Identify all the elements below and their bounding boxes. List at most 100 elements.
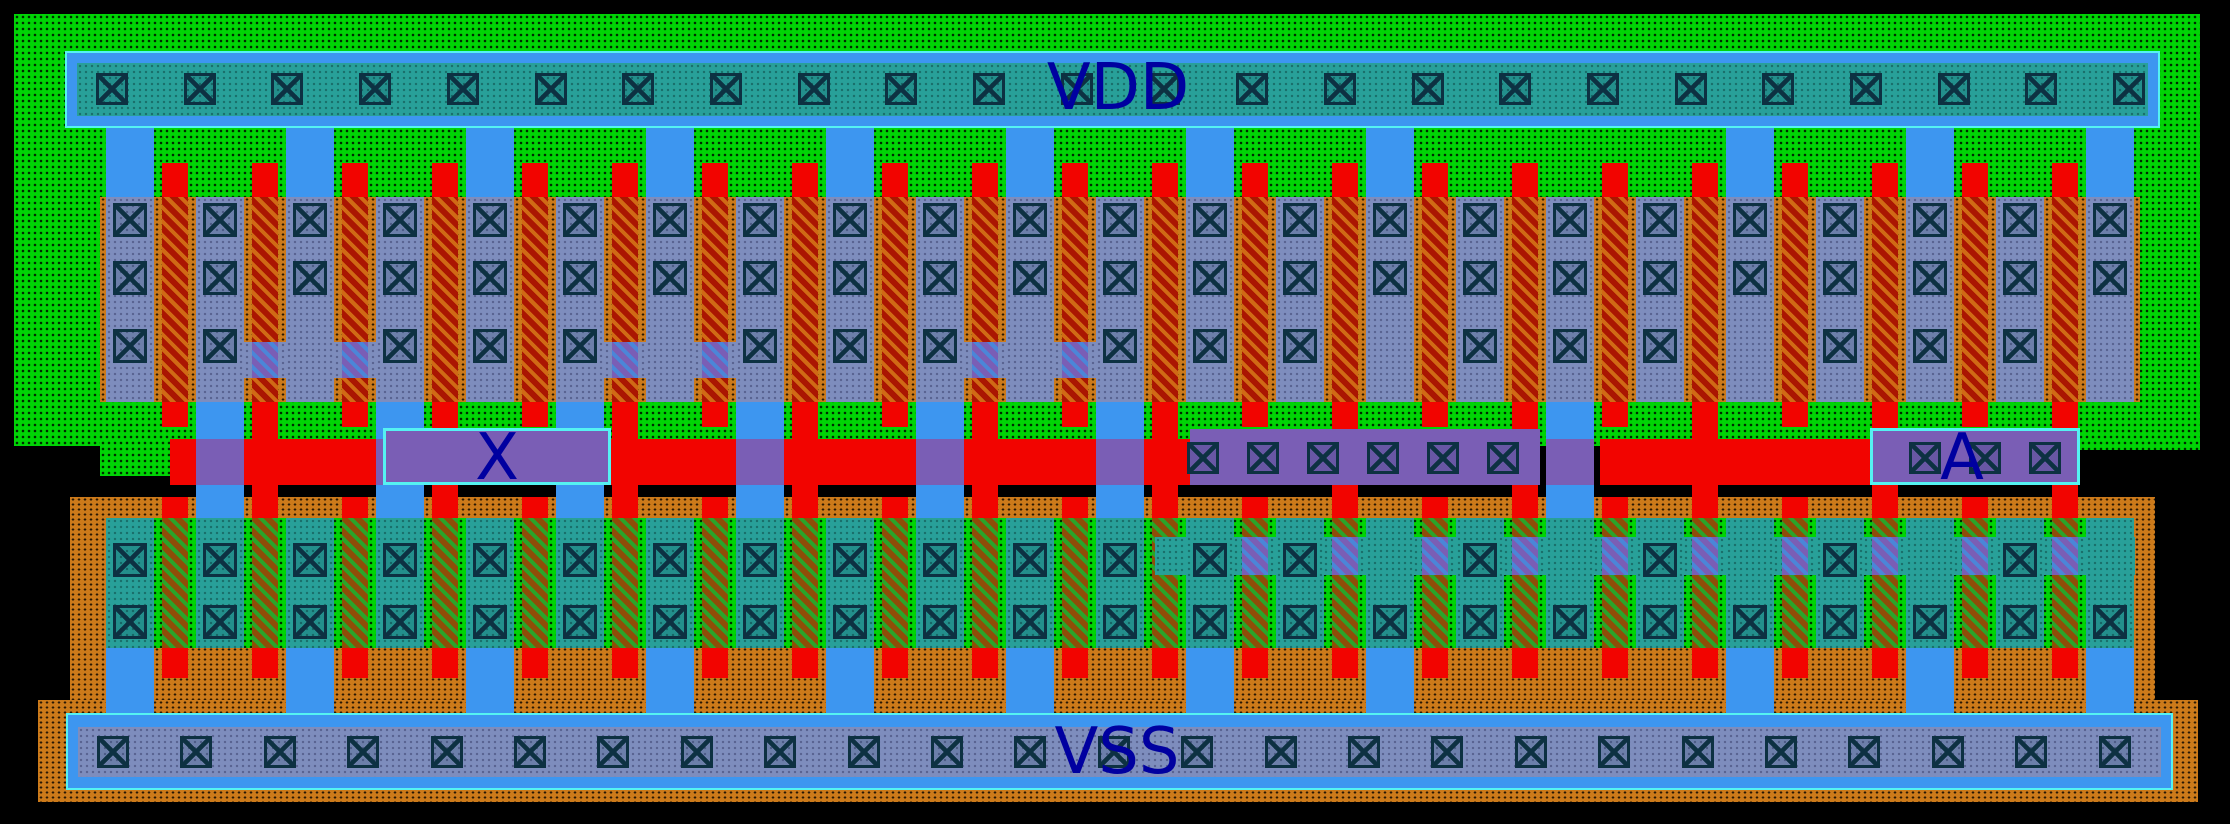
pmos-contact — [1103, 261, 1137, 295]
vss-tab — [1906, 648, 1954, 713]
vdd-contact — [1674, 73, 1707, 105]
vss-tab — [826, 648, 874, 713]
poly-strip-contact — [1307, 442, 1339, 474]
pmos-gate — [2052, 197, 2078, 402]
vss-contact — [1765, 736, 1797, 768]
pmos-contact — [1463, 261, 1497, 295]
poly-gate-endcap — [1422, 402, 1448, 427]
vss-contact — [680, 736, 713, 768]
poly-gate-endcap-top — [1872, 163, 1898, 197]
pmos-contact — [923, 203, 957, 237]
poly-strip-contact — [1367, 442, 1399, 474]
vdd-label: VDD — [1046, 51, 1190, 125]
poly-gate-margin — [612, 497, 638, 518]
nmos-contact — [1283, 543, 1317, 577]
vdd-contact — [1411, 73, 1444, 105]
pmos-contact — [743, 203, 777, 237]
pmos-contact — [563, 329, 597, 363]
poly-gate-endcap — [702, 402, 728, 427]
metal-descender — [1546, 402, 1594, 439]
pmos-contact — [203, 203, 237, 237]
nmos-contact — [203, 543, 237, 577]
poly-gate-endcap-bottom — [522, 648, 548, 678]
nmos-contact — [1103, 605, 1137, 639]
poly-gate-margin — [432, 497, 458, 518]
poly-gate-endcap-top — [792, 163, 818, 197]
bridge-over-gate — [612, 342, 638, 378]
pmos-contact — [1643, 203, 1677, 237]
pmos-contact — [1733, 203, 1767, 237]
nmos-contact — [1823, 543, 1857, 577]
metal-descender — [736, 485, 784, 518]
poly-gate-endcap-top — [252, 163, 278, 197]
vss-tab — [1726, 648, 1774, 713]
poly-gate-endcap-bottom — [1962, 648, 1988, 678]
pin-a-contact — [1909, 442, 1941, 474]
vss-tab — [106, 648, 154, 713]
poly-gate-margin — [1692, 497, 1718, 518]
metal-descender-over-poly — [736, 439, 784, 485]
pmos-contact — [293, 261, 327, 295]
pin-box-x[interactable] — [383, 428, 611, 485]
nmos-contact — [743, 605, 777, 639]
node-strip-over-gate — [1512, 537, 1538, 575]
poly-gate-endcap-bottom — [612, 648, 638, 678]
vdd-contact — [183, 73, 216, 105]
nmos-contact — [1823, 605, 1857, 639]
poly-gate-margin — [792, 497, 818, 518]
nmos-contact — [563, 605, 597, 639]
metal-descender — [736, 402, 784, 439]
pmos-contact — [1913, 329, 1947, 363]
poly-gate-endcap-bottom — [1242, 648, 1268, 678]
node-strip-over-gate — [2052, 537, 2078, 575]
nmos-contact — [1103, 543, 1137, 577]
vdd-tab — [1006, 128, 1054, 197]
nmos-gate — [522, 518, 548, 648]
poly-strip-contact — [1187, 442, 1219, 474]
nmos-contact — [2003, 605, 2037, 639]
pmos-contact — [1463, 329, 1497, 363]
pmos-contact — [1643, 261, 1677, 295]
poly-gate-endcap — [1242, 402, 1268, 427]
nmos-gate — [702, 518, 728, 648]
pmos-contact — [1463, 203, 1497, 237]
nmos-gate — [792, 518, 818, 648]
vdd-contact — [534, 73, 567, 105]
vdd-tab — [1366, 128, 1414, 197]
pin-a-contact — [1969, 442, 2001, 474]
vss-contact — [597, 736, 630, 768]
pmos-gate — [522, 197, 548, 402]
metal-descender — [1096, 402, 1144, 439]
pmos-contact — [1643, 329, 1677, 363]
nmos-contact — [473, 605, 507, 639]
poly-gate-endcap-top — [162, 163, 188, 197]
vdd-contact — [622, 73, 655, 105]
vdd-tab — [646, 128, 694, 197]
vss-contact — [1348, 736, 1380, 768]
metal-descender-over-poly — [1096, 439, 1144, 485]
poly-gate-margin — [522, 497, 548, 518]
node-strip-over-gate — [1782, 537, 1808, 575]
pmos-gate — [162, 197, 188, 402]
poly-gate-endcap — [522, 402, 548, 427]
nmos-contact — [383, 605, 417, 639]
vdd-contact — [1236, 73, 1269, 105]
pin-label-x[interactable]: X — [475, 421, 519, 495]
pin-label-a[interactable]: A — [1940, 421, 1984, 495]
pmos-contact — [653, 261, 687, 295]
nmos-contact — [383, 543, 417, 577]
vss-tab — [646, 648, 694, 713]
vdd-tab — [106, 128, 154, 197]
poly-gate-margin — [342, 497, 368, 518]
poly-gate-margin — [1242, 497, 1268, 518]
pmos-contact — [113, 261, 147, 295]
poly-gate-endcap — [1782, 402, 1808, 427]
poly-gate-margin — [252, 497, 278, 518]
poly-gate-margin — [1872, 497, 1898, 518]
pmos-gate — [792, 197, 818, 402]
poly-gate-endcap-bottom — [972, 648, 998, 678]
vdd-contact — [271, 73, 304, 105]
pmos-contact — [833, 329, 867, 363]
poly-gate-endcap-bottom — [1422, 648, 1448, 678]
